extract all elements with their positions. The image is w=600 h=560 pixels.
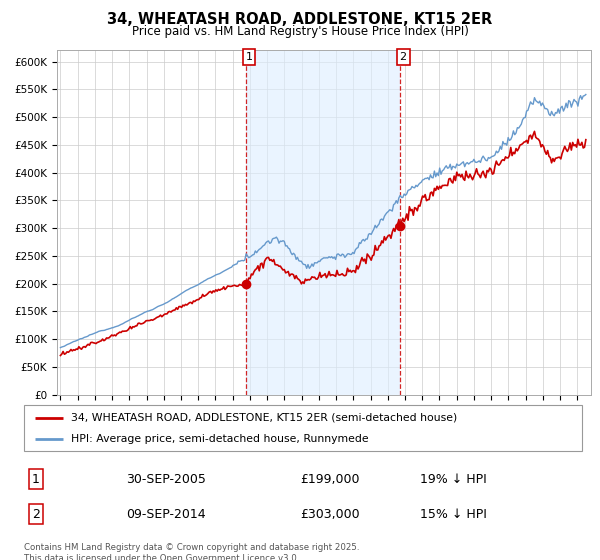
Text: 2: 2 (400, 52, 407, 62)
Text: £303,000: £303,000 (300, 508, 359, 521)
FancyBboxPatch shape (24, 405, 582, 451)
Bar (245, 50, 400, 395)
Text: 30-SEP-2005: 30-SEP-2005 (126, 473, 206, 486)
Text: HPI: Average price, semi-detached house, Runnymede: HPI: Average price, semi-detached house,… (71, 435, 369, 444)
Text: Price paid vs. HM Land Registry's House Price Index (HPI): Price paid vs. HM Land Registry's House … (131, 25, 469, 38)
Text: 2: 2 (32, 508, 40, 521)
Text: 34, WHEATASH ROAD, ADDLESTONE, KT15 2ER: 34, WHEATASH ROAD, ADDLESTONE, KT15 2ER (107, 12, 493, 27)
Text: 34, WHEATASH ROAD, ADDLESTONE, KT15 2ER (semi-detached house): 34, WHEATASH ROAD, ADDLESTONE, KT15 2ER … (71, 413, 458, 423)
Text: 19% ↓ HPI: 19% ↓ HPI (420, 473, 487, 486)
Text: 09-SEP-2014: 09-SEP-2014 (126, 508, 206, 521)
Text: £199,000: £199,000 (300, 473, 359, 486)
Text: Contains HM Land Registry data © Crown copyright and database right 2025.
This d: Contains HM Land Registry data © Crown c… (24, 543, 359, 560)
Text: 15% ↓ HPI: 15% ↓ HPI (420, 508, 487, 521)
Text: 1: 1 (32, 473, 40, 486)
Text: 1: 1 (245, 52, 253, 62)
